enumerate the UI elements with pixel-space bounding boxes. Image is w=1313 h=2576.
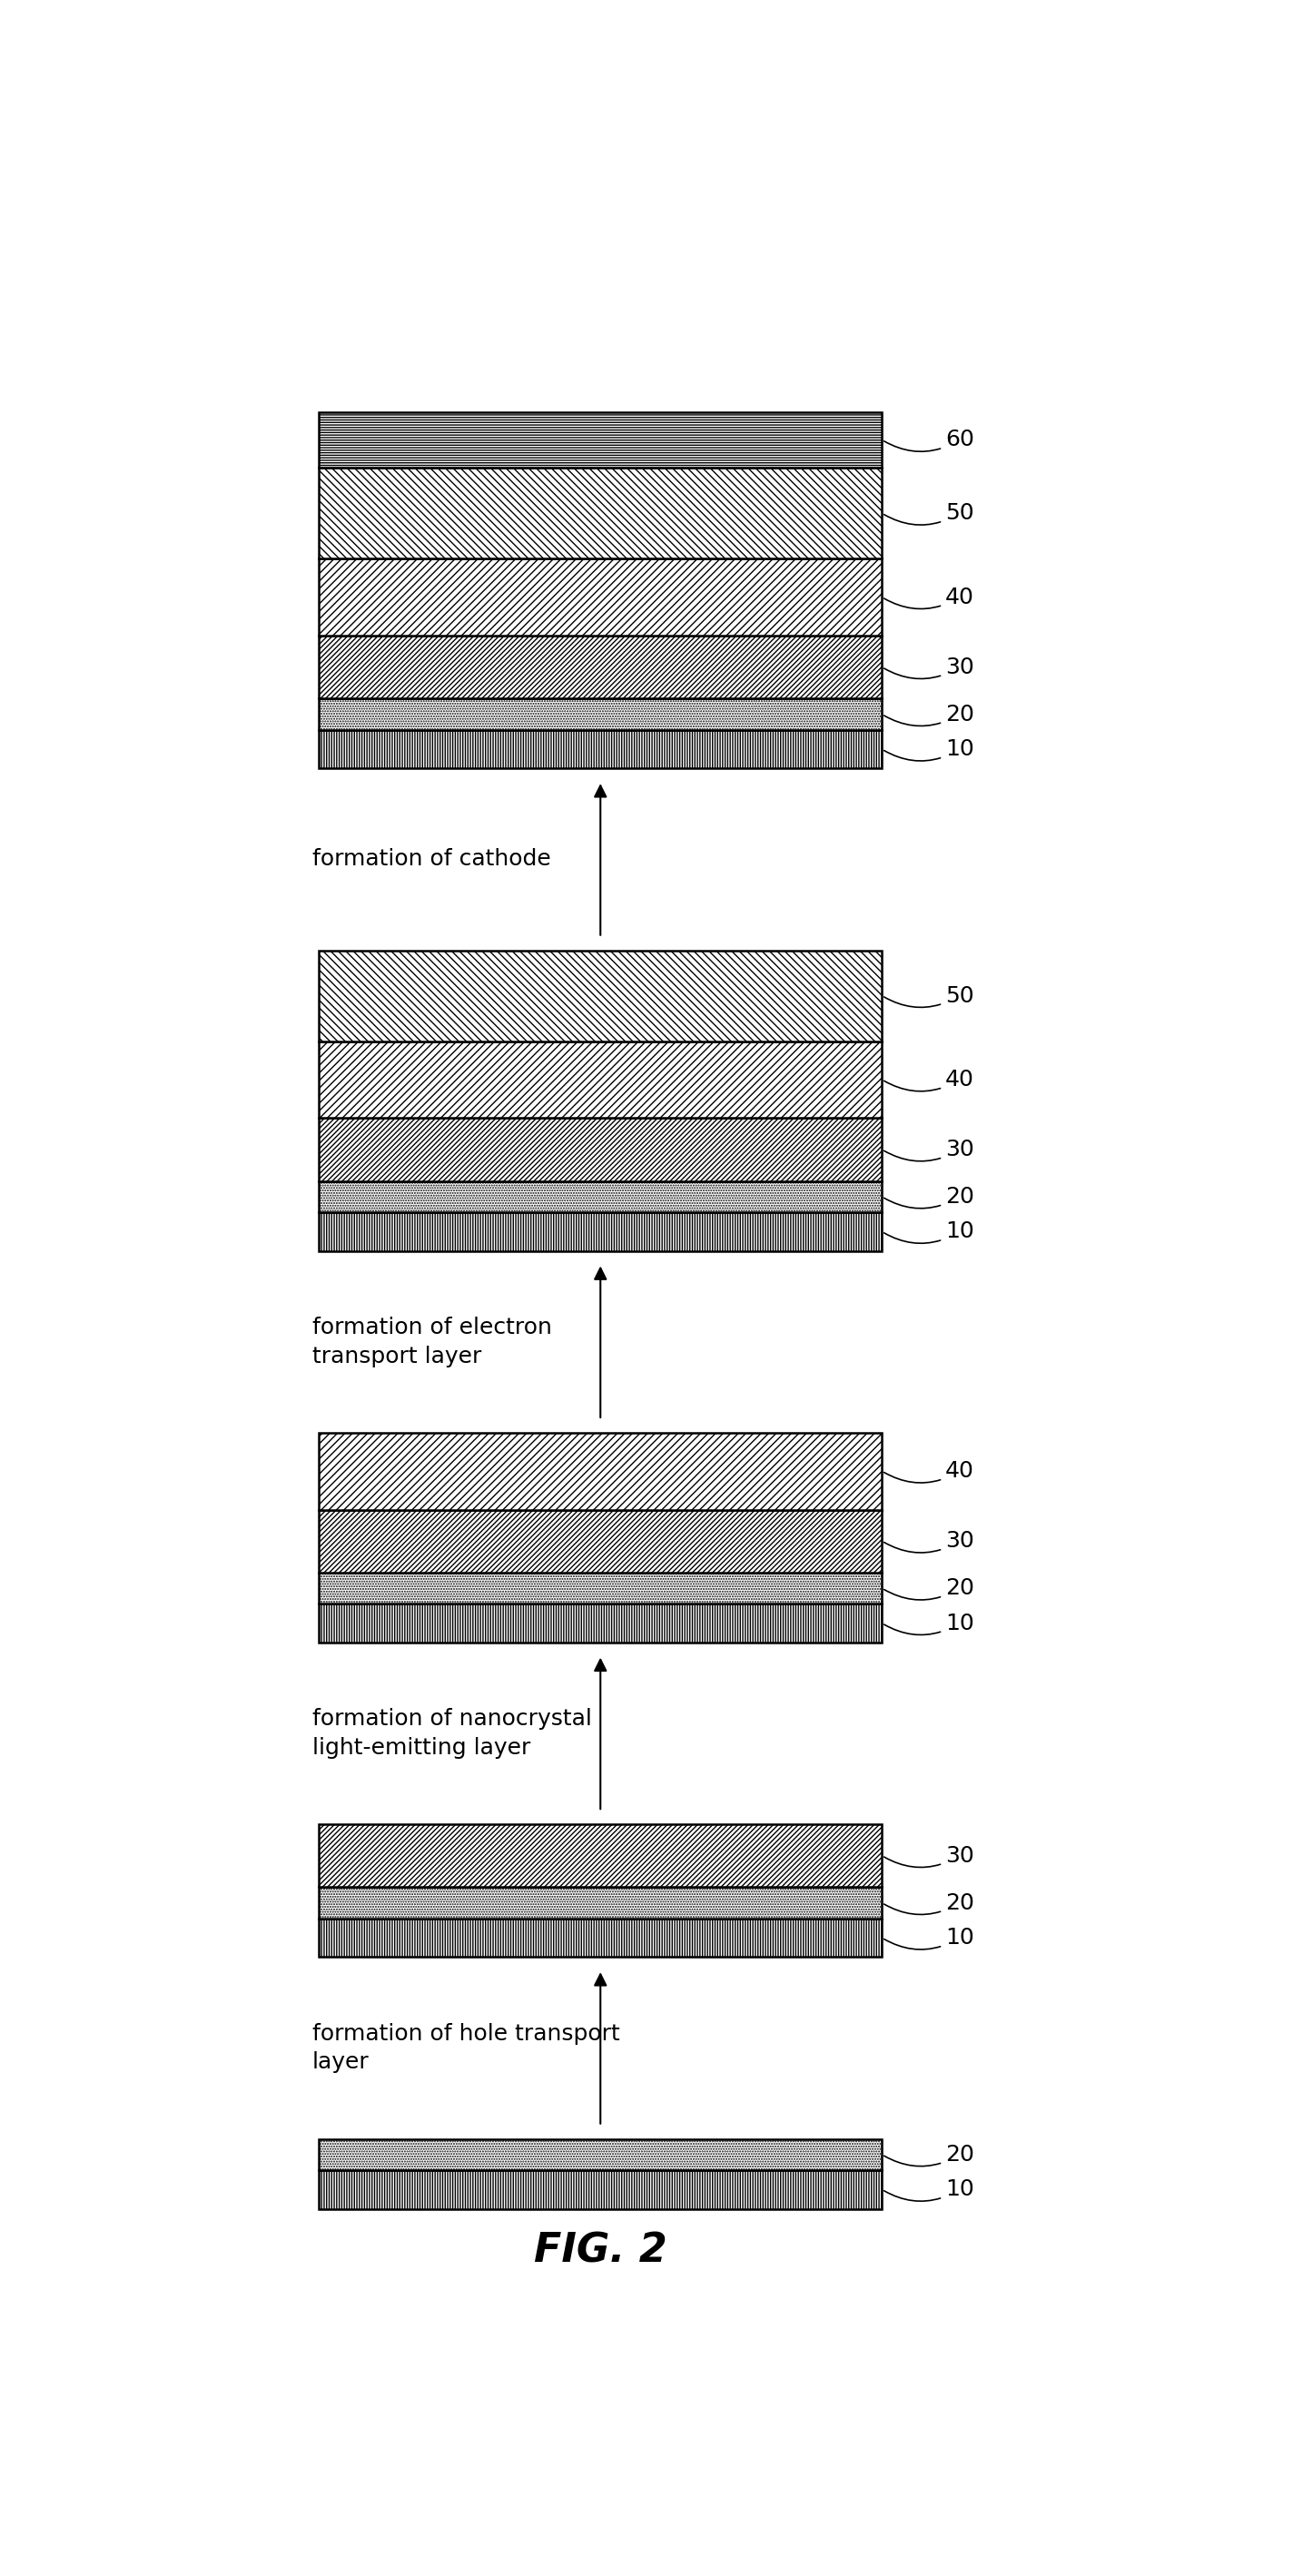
Text: 40: 40 [884, 1069, 974, 1092]
Text: 50: 50 [884, 502, 974, 526]
Bar [319, 1118, 882, 1180]
Bar [319, 412, 882, 469]
Text: 30: 30 [884, 1139, 974, 1162]
Text: formation of nanocrystal
light-emitting layer: formation of nanocrystal light-emitting … [312, 1708, 591, 1759]
Bar [319, 1824, 882, 1888]
Bar [319, 1571, 882, 1605]
Text: 20: 20 [884, 1577, 974, 1600]
Bar [319, 698, 882, 729]
Text: 30: 30 [884, 1844, 974, 1868]
Bar [319, 729, 882, 768]
Text: 40: 40 [884, 587, 974, 608]
Bar [319, 1605, 882, 1643]
Bar [319, 559, 882, 636]
Bar [319, 2138, 882, 2172]
Text: 10: 10 [884, 1613, 974, 1636]
Bar [319, 469, 882, 559]
Bar [319, 1888, 882, 1919]
Text: 30: 30 [884, 1530, 974, 1553]
Bar [319, 636, 882, 698]
Bar [319, 1919, 882, 1958]
Bar [319, 1510, 882, 1571]
Bar [319, 951, 882, 1041]
Bar [319, 2172, 882, 2208]
Text: 30: 30 [884, 657, 974, 677]
Text: 60: 60 [884, 430, 974, 451]
Text: 20: 20 [884, 703, 974, 726]
Text: 10: 10 [884, 1927, 974, 1950]
Text: 10: 10 [884, 739, 974, 760]
Text: 50: 50 [884, 984, 974, 1007]
Text: 10: 10 [884, 1221, 974, 1244]
Bar [319, 1432, 882, 1510]
Text: formation of electron
transport layer: formation of electron transport layer [312, 1316, 551, 1368]
Text: 10: 10 [884, 2179, 974, 2200]
Text: formation of cathode: formation of cathode [312, 848, 550, 871]
Text: 20: 20 [884, 2143, 974, 2166]
Text: 40: 40 [884, 1461, 974, 1484]
Text: FIG. 2: FIG. 2 [534, 2231, 667, 2269]
Bar [319, 1180, 882, 1213]
Bar [319, 1213, 882, 1252]
Text: formation of hole transport
layer: formation of hole transport layer [312, 2022, 620, 2074]
Text: 20: 20 [884, 1891, 974, 1914]
Text: 20: 20 [884, 1185, 974, 1208]
Bar [319, 1041, 882, 1118]
